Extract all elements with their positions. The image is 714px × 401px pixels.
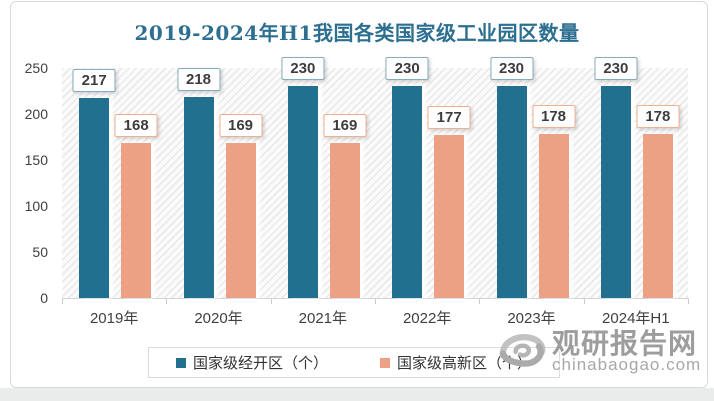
bar-gaoxinqu-2020年 [225, 142, 256, 298]
x-axis-category-label: 2021年 [298, 310, 348, 327]
x-axis-category-label: 2020年 [194, 310, 243, 327]
y-axis-tick-label: 50 [32, 244, 48, 260]
legend: 国家级经开区（个） 国家级高新区（个） [148, 347, 560, 378]
data-label: 217 [72, 69, 116, 93]
chart-title: 2019-2024年H1我国各类国家级工业园区数量 [134, 21, 580, 45]
page-background-strip [0, 388, 714, 401]
bar-jingkaiqu-2022年 [392, 86, 423, 298]
y-axis-tick-label: 200 [24, 106, 48, 122]
x-axis-tick-mark [62, 299, 63, 304]
data-label: 218 [176, 68, 221, 92]
data-label: 168 [114, 114, 158, 138]
data-label: 230 [489, 57, 534, 81]
x-axis-tick-mark [479, 299, 481, 304]
data-label: 169 [323, 113, 367, 137]
legend-label-gaoxinqu: 国家级高新区（个） [397, 355, 533, 372]
plot-area [62, 68, 688, 298]
legend-swatch-salmon [380, 357, 390, 368]
data-label: 178 [531, 105, 576, 129]
legend-label-jingkaiqu: 国家级经开区（个） [192, 355, 328, 372]
bar-jingkaiqu-2024年H1 [600, 86, 631, 298]
x-axis-tick-mark [166, 299, 168, 304]
data-label: 169 [218, 113, 263, 137]
x-axis-tick-mark [270, 299, 272, 304]
x-axis-line [62, 298, 689, 299]
bar-gaoxinqu-2021年 [329, 142, 360, 298]
bar-jingkaiqu-2023年 [496, 86, 527, 298]
bar-jingkaiqu-2021年 [287, 86, 318, 298]
y-axis-tick-label: 0 [40, 290, 48, 306]
legend-swatch-blue [175, 357, 186, 368]
x-axis-tick-mark [688, 299, 689, 304]
x-axis-category-label: 2022年 [402, 310, 452, 327]
data-label: 230 [385, 57, 429, 81]
data-label: 230 [281, 57, 325, 81]
x-axis-tick-mark [583, 299, 585, 304]
bar-gaoxinqu-2019年 [121, 143, 152, 298]
y-axis-tick-label: 250 [24, 60, 48, 76]
y-axis-tick-label: 100 [24, 198, 48, 214]
x-axis-category-label: 2019年 [89, 310, 139, 327]
data-label: 177 [427, 106, 471, 130]
bar-jingkaiqu-2020年 [183, 97, 214, 298]
bar-gaoxinqu-2022年 [434, 135, 465, 298]
legend-item-jingkaiqu: 国家级经开区（个） [175, 352, 328, 373]
data-label: 178 [636, 105, 680, 129]
bar-gaoxinqu-2023年 [538, 134, 569, 298]
x-axis-category-label: 2023年 [507, 310, 556, 327]
data-label: 230 [594, 57, 638, 81]
bar-gaoxinqu-2024年H1 [642, 134, 673, 298]
legend-item-gaoxinqu: 国家级高新区（个） [380, 352, 532, 373]
x-axis-category-label: 2024年H1 [602, 310, 670, 327]
x-axis-tick-mark [375, 299, 376, 304]
y-axis-tick-label: 150 [24, 152, 48, 168]
bar-jingkaiqu-2019年 [79, 98, 110, 298]
